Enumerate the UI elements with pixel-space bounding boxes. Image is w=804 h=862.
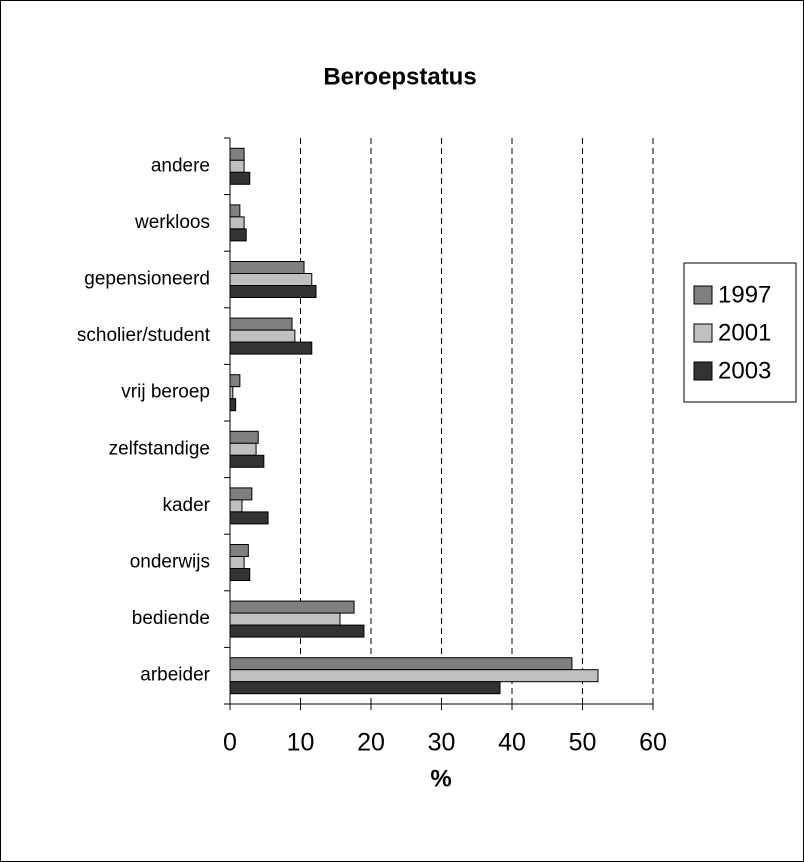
bar: [229, 273, 313, 286]
bar: [229, 511, 269, 525]
y-tick-label: bediende: [132, 608, 210, 629]
bar: [229, 430, 259, 444]
bar: [229, 442, 257, 456]
bar: [229, 681, 501, 695]
bar: [229, 341, 313, 355]
x-tick-label: 20: [357, 729, 385, 757]
bar: [229, 600, 355, 614]
x-tick-label: 30: [428, 729, 456, 757]
bar: [229, 374, 241, 388]
y-tick-label: kader: [162, 495, 210, 516]
y-tick-label: werkloos: [134, 212, 210, 233]
legend-label: 2003: [718, 357, 771, 384]
bar: [229, 624, 365, 638]
bar: [229, 544, 249, 557]
legend-label: 2001: [718, 319, 771, 346]
y-tick-label: onderwijs: [130, 552, 210, 573]
bar: [229, 669, 599, 683]
x-axis-label: %: [430, 765, 451, 792]
x-tick-label: 0: [223, 729, 237, 757]
y-tick-label: arbeider: [140, 665, 210, 686]
y-tick-label: scholier/student: [77, 325, 211, 346]
legend-label: 1997: [718, 281, 771, 308]
bar: [229, 171, 251, 185]
bar: [229, 499, 243, 513]
bar: [229, 568, 251, 581]
y-tick-label: vrij beroep: [121, 382, 210, 403]
y-tick-label: gepensioneerd: [84, 269, 210, 290]
x-tick-label: 10: [287, 729, 315, 757]
bar: [229, 204, 241, 218]
legend-swatch: [693, 361, 713, 381]
bar: [229, 285, 317, 298]
x-tick-label: 40: [498, 729, 526, 757]
bar: [229, 487, 253, 501]
bar: [229, 556, 245, 569]
y-tick-label: zelfstandige: [109, 438, 210, 459]
y-tick-label: andere: [151, 155, 210, 176]
bar: [229, 398, 237, 412]
bar: [229, 159, 245, 173]
bar: [229, 147, 245, 161]
bar: [229, 657, 573, 671]
bar: [229, 317, 293, 331]
bar: [229, 612, 341, 626]
bar: [229, 454, 265, 468]
bar: [229, 329, 296, 343]
legend-swatch: [693, 285, 713, 305]
bar: [229, 261, 305, 274]
bar: [229, 216, 245, 230]
x-tick-label: 50: [569, 729, 597, 757]
chart-title: Beroepstatus: [323, 63, 476, 90]
x-tick-label: 60: [639, 729, 667, 757]
bar: [229, 228, 247, 242]
legend-swatch: [693, 323, 713, 343]
